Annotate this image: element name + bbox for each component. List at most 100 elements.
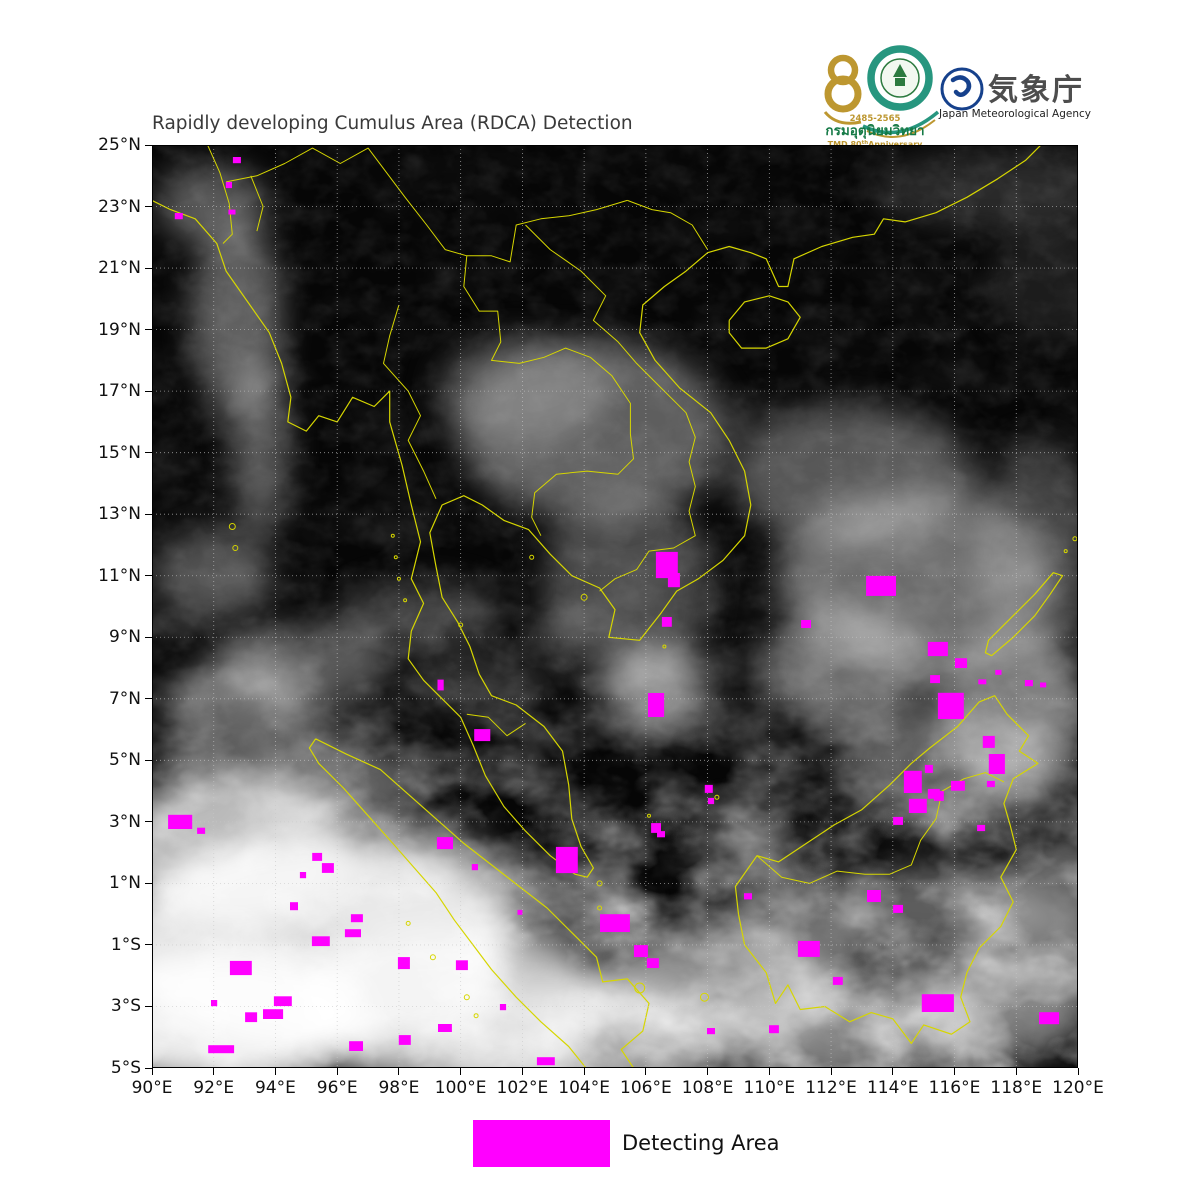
rdca-detection-patch	[903, 770, 922, 793]
island-outline	[529, 554, 535, 560]
lat-tick-mark	[145, 698, 152, 700]
rdca-detection-patch	[866, 575, 896, 596]
lon-tick-mark	[707, 1068, 709, 1075]
island-outline	[429, 954, 436, 961]
lon-tick-mark	[954, 1068, 956, 1075]
lat-tick-mark	[145, 636, 152, 638]
rdca-detection-patch	[197, 827, 206, 834]
rdca-detection-patch	[1039, 1012, 1060, 1025]
island-outline	[1063, 549, 1068, 554]
rdca-detection-patch	[168, 814, 193, 829]
rdca-detection-patch	[657, 831, 665, 838]
lon-tick-label: 112°E	[805, 1078, 857, 1098]
rdca-detection-patch	[474, 729, 491, 742]
figure-title: Rapidly developing Cumulus Area (RDCA) D…	[152, 113, 633, 134]
island-outline	[463, 994, 470, 1001]
lon-tick-label: 98°E	[378, 1078, 420, 1098]
island-outline	[662, 644, 667, 649]
rdca-detection-patch	[937, 692, 964, 719]
rdca-detection-patch	[667, 573, 680, 588]
rdca-detection-patch	[977, 824, 986, 832]
lon-tick-mark	[1015, 1068, 1017, 1075]
country-borders-layer	[207, 145, 1005, 884]
lon-tick-label: 100°E	[434, 1078, 487, 1098]
rdca-detection-patch	[661, 617, 672, 627]
lat-tick-mark	[145, 206, 152, 208]
tmd-anniversary-text: TMD 80thAnniversary	[828, 140, 924, 149]
lat-tick-mark	[145, 944, 152, 946]
convective-cloud-texture	[152, 145, 1078, 1068]
tmd-anniversary-logo: 2485-2565 กรมอุตุนิยมวิทยา TMD 80thAnniv…	[805, 30, 945, 152]
lat-tick-mark	[145, 144, 152, 146]
rdca-detection-patch	[397, 957, 410, 970]
rdca-detection-patch	[704, 784, 713, 793]
rdca-detection-patch	[174, 213, 183, 220]
lon-tick-mark	[521, 1068, 523, 1075]
rdca-detection-patch	[978, 679, 987, 685]
lat-tick-label: 23°N	[98, 196, 141, 217]
rdca-detection-patch	[924, 764, 933, 773]
rdca-detection-patch	[312, 852, 323, 861]
map-frame	[152, 145, 1078, 1068]
lat-tick-mark	[145, 329, 152, 331]
rdca-detection-patch	[211, 1000, 218, 1007]
lat-tick-mark	[145, 1067, 152, 1069]
island-outline	[700, 992, 709, 1002]
lat-tick-mark	[145, 759, 152, 761]
country-border	[466, 199, 628, 263]
rdca-detection-patch	[229, 960, 252, 976]
lat-tick-label: 7°N	[108, 688, 141, 709]
lat-tick-label: 1°S	[110, 934, 141, 955]
lon-tick-mark	[583, 1068, 585, 1075]
island-outline	[473, 1013, 479, 1019]
lat-tick-label: 15°N	[98, 442, 141, 463]
lon-tick-label: 120°E	[1052, 1078, 1104, 1098]
rdca-detection-patch	[634, 945, 648, 958]
small-islands-layer	[228, 523, 1078, 1019]
island-outline	[597, 905, 603, 911]
lon-tick-label: 110°E	[743, 1078, 796, 1098]
rdca-detection-patch	[321, 863, 334, 873]
rdca-detection-patch	[1040, 682, 1047, 688]
rdca-detection-patch	[951, 780, 965, 791]
rdca-detection-patch	[273, 996, 292, 1007]
rdca-detection-patch	[499, 1004, 507, 1011]
tmd-seal-icon	[893, 64, 907, 77]
jma-logo: 気象庁 Japan Meteorological Agency	[935, 62, 1095, 124]
island-outline	[714, 794, 720, 800]
rdca-detection-patch	[299, 872, 307, 879]
island-outline	[458, 622, 464, 628]
lon-tick-label: 108°E	[681, 1078, 734, 1098]
rdca-detection-patch	[1024, 680, 1033, 687]
rdca-detection-patch	[600, 914, 630, 932]
lat-tick-mark	[145, 390, 152, 392]
lon-tick-mark	[336, 1068, 338, 1075]
rdca-detection-patch	[930, 675, 940, 684]
tmd-thai-name: กรมอุตุนิยมวิทยา	[825, 123, 924, 139]
lon-tick-mark	[460, 1068, 462, 1075]
coastline	[728, 295, 801, 349]
rdca-detection-patch	[555, 846, 578, 874]
lon-tick-label: 106°E	[620, 1078, 672, 1098]
tmd-80-mark	[823, 45, 940, 138]
lat-tick-label: 17°N	[98, 381, 141, 402]
lon-tick-label: 90°E	[131, 1078, 173, 1098]
island-outline	[596, 880, 603, 887]
rdca-detection-patch	[927, 641, 948, 657]
lat-tick-label: 1°N	[108, 873, 141, 894]
rdca-detection-patch	[769, 1025, 779, 1034]
rdca-detection-patch	[648, 693, 665, 717]
coastline	[152, 145, 1042, 878]
map-canvas	[152, 145, 1078, 1068]
rdca-detection-patch	[349, 1041, 363, 1051]
rdca-detection-patch	[290, 902, 298, 911]
lon-tick-mark	[274, 1068, 276, 1075]
lat-tick-label: 3°N	[108, 811, 141, 832]
rdca-detection-patch	[921, 994, 954, 1012]
rdca-detection-patch	[455, 960, 468, 971]
country-border	[383, 304, 437, 500]
island-outline	[1072, 536, 1078, 542]
rdca-detection-patch	[350, 914, 363, 923]
lon-tick-mark	[398, 1068, 400, 1075]
coastline	[308, 738, 650, 1068]
